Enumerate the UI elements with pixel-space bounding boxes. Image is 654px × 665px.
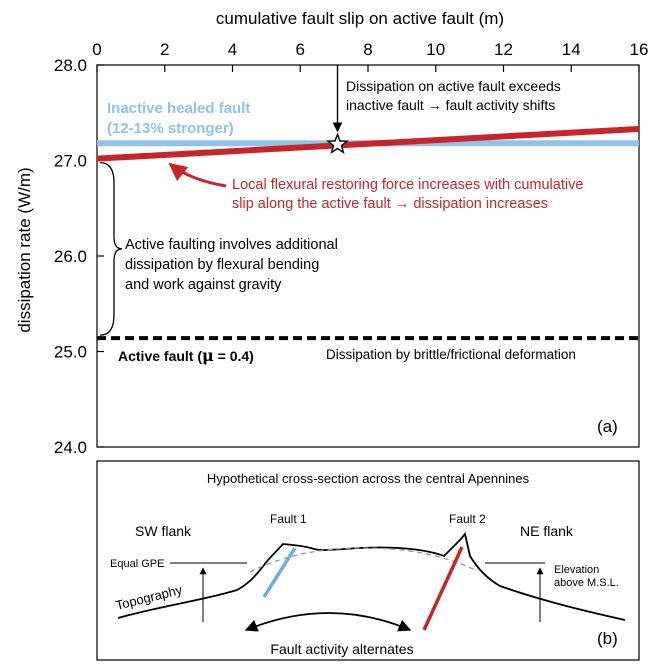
red-note-line2: slip along the active fault → dissipatio… xyxy=(232,196,548,212)
shift-note-line2: inactive fault → fault activity shifts xyxy=(346,97,555,113)
fault2-label: Fault 2 xyxy=(449,512,486,526)
topography-label: Topography xyxy=(114,582,184,613)
y-tick-label: 27.0 xyxy=(54,152,87,171)
panel-b-label: (b) xyxy=(597,629,618,648)
red-curved-arrow xyxy=(168,162,227,188)
crossover-star-icon xyxy=(326,132,349,155)
red-note-line1: Local flexural restoring force increases… xyxy=(232,177,583,193)
cross-section-title: Hypothetical cross-section across the ce… xyxy=(207,471,530,486)
active-fault-dissipation-line xyxy=(96,125,640,162)
panel-a-label: (a) xyxy=(597,417,618,436)
ne-flank-label: NE flank xyxy=(520,523,574,539)
brace-note-line3: and work against gravity xyxy=(125,277,282,293)
fault2-line xyxy=(422,546,464,631)
gpe-dashed-curve xyxy=(249,547,476,573)
x-tick-label: 4 xyxy=(228,40,237,59)
fault1-line xyxy=(262,547,297,598)
inactive-label-line1: Inactive healed fault xyxy=(107,100,250,117)
y-tick-label: 24.0 xyxy=(54,438,87,457)
alternates-label: Fault activity alternates xyxy=(270,641,413,657)
alternates-arrow xyxy=(244,612,412,632)
x-tick-label: 12 xyxy=(494,40,513,59)
elevation-label-line2: above M.S.L. xyxy=(554,577,619,589)
x-tick-label: 0 xyxy=(92,40,101,59)
brace-note-line1: Active faulting involves additional xyxy=(125,237,338,253)
x-tick-label: 14 xyxy=(562,40,581,59)
mu-symbol: μ xyxy=(202,346,214,365)
x-tick-label: 16 xyxy=(630,40,649,59)
cross-section-frame xyxy=(96,460,640,661)
elevation-label-line1: Elevation xyxy=(554,564,599,576)
fault1-label: Fault 1 xyxy=(270,512,307,526)
active-fault-label: Active fault (μ = 0.4) xyxy=(118,346,254,365)
x-tick-label: 8 xyxy=(363,40,372,59)
brace xyxy=(99,161,123,336)
y-tick-label: 25.0 xyxy=(54,343,87,362)
sw-flank-label: SW flank xyxy=(135,523,192,539)
equal-gpe-label: Equal GPE xyxy=(110,558,164,570)
brittle-note: Dissipation by brittle/frictional deform… xyxy=(326,347,576,362)
x-tick-label: 10 xyxy=(426,40,445,59)
active-fault-prefix: Active fault ( xyxy=(118,348,202,364)
x-tick-label: 6 xyxy=(296,40,305,59)
x-axis-label: cumulative fault slip on active fault (m… xyxy=(216,9,504,28)
y-axis-label: dissipation rate (W/m) xyxy=(15,167,34,332)
active-fault-suffix: = 0.4) xyxy=(214,348,254,364)
brace-note-line2: dissipation by flexural bending xyxy=(125,257,319,273)
x-tick-label: 2 xyxy=(160,40,169,59)
y-tick-label: 26.0 xyxy=(54,247,87,266)
inactive-label-line2: (12-13% stronger) xyxy=(107,120,234,137)
series-layer xyxy=(96,125,640,341)
topography-profile xyxy=(117,532,626,621)
axis-ticks: 0 2 4 6 8 10 12 14 16 24.0 25.0 26.0 27.0 28.0 xyxy=(54,40,649,457)
shift-note-line1: Dissipation on active fault exceeds xyxy=(346,78,561,94)
y-tick-label: 28.0 xyxy=(54,56,87,75)
